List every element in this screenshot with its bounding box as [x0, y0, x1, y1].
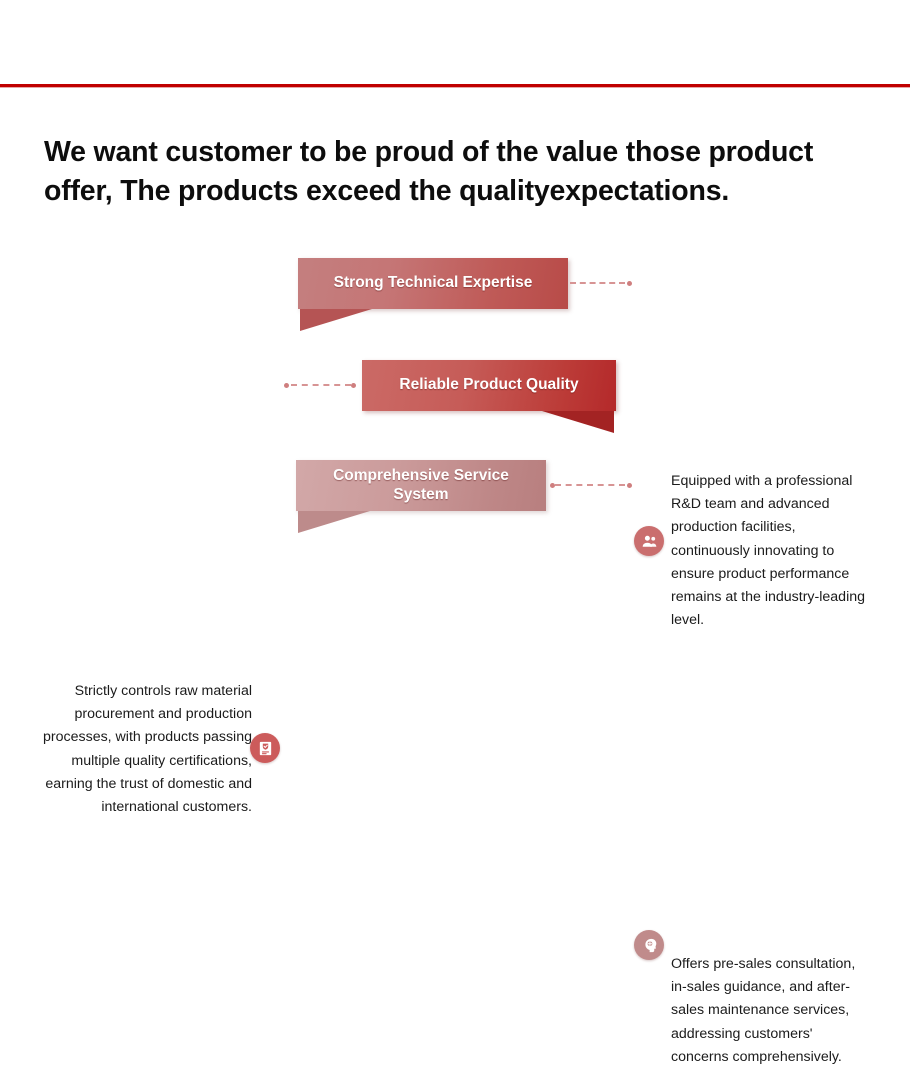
connector-line-1 [570, 280, 632, 286]
feature-row-1: Strong Technical Expertise Equipped with… [0, 258, 910, 628]
connector-line-2 [284, 382, 358, 388]
accent-rule [0, 84, 910, 88]
slide-canvas: We want customer to be proud of the valu… [0, 84, 910, 1065]
feature-description-2: Strictly controls raw material procureme… [43, 683, 252, 815]
connector-line-3 [548, 482, 632, 488]
feature-card-label: Comprehensive Service System [333, 467, 509, 503]
feature-card-label: Strong Technical Expertise [333, 274, 533, 292]
head-idea-icon[interactable] [634, 930, 664, 960]
connector-endpoint-dot [284, 382, 289, 388]
connector-dash [570, 282, 625, 284]
feature-row-3: Comprehensive Service System Offers pre-… [0, 460, 910, 1065]
feature-description-1: Equipped with a professional R&D team an… [671, 473, 865, 629]
connector-endpoint-dot [351, 382, 356, 388]
connector-dash [291, 384, 351, 386]
feature-card-reliable-product-quality[interactable]: Reliable Product Quality [362, 360, 616, 433]
feature-description-3: Offers pre-sales consultation, in-sales … [671, 956, 856, 1065]
ribbon-fold [542, 411, 614, 433]
feature-card-strong-technical-expertise[interactable]: Strong Technical Expertise [298, 258, 568, 331]
feature-card-label: Reliable Product Quality [399, 376, 579, 394]
ribbon-fold [300, 309, 372, 331]
connector-endpoint-dot [627, 280, 632, 286]
feature-card-comprehensive-service-system[interactable]: Comprehensive Service System [296, 460, 546, 533]
feature-row-2: Reliable Product Quality Strictly con [0, 360, 910, 815]
certificate-clipboard-icon[interactable] [250, 733, 280, 763]
users-icon[interactable] [634, 526, 664, 556]
connector-dash [555, 484, 625, 486]
page-title: We want customer to be proud of the valu… [44, 136, 814, 207]
connector-endpoint-dot [550, 482, 555, 488]
ribbon-fold [298, 511, 370, 533]
connector-endpoint-dot [627, 482, 632, 488]
